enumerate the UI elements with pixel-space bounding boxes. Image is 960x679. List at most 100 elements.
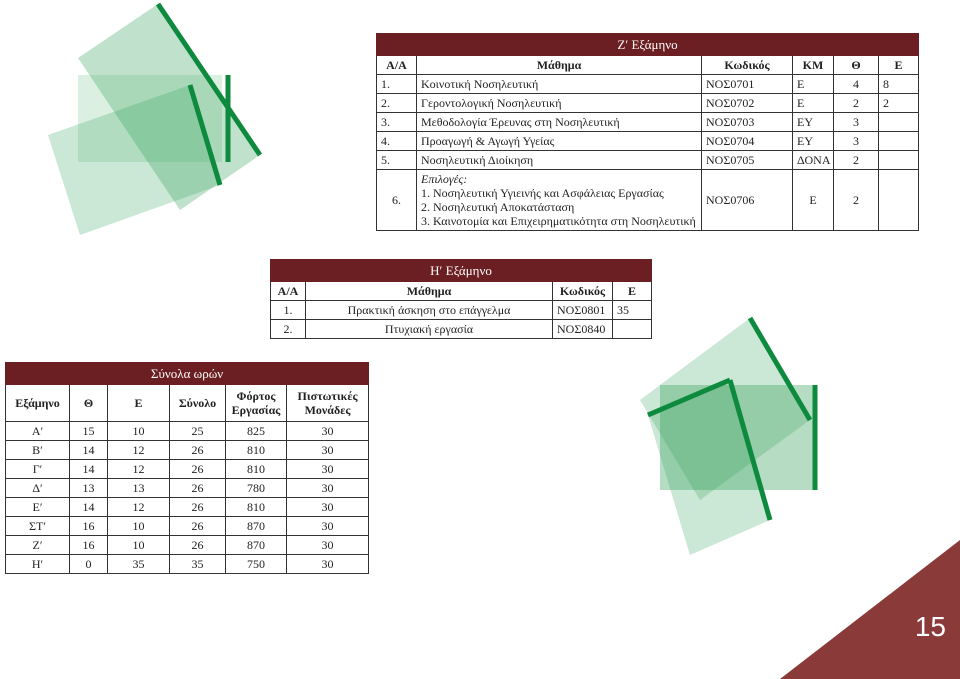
cell: Πτυχιακή εργασία: [305, 319, 553, 339]
cell: 750: [225, 554, 287, 574]
cell: 15: [69, 421, 108, 441]
cell: Ε: [792, 93, 834, 113]
header-cell: Μάθημα: [305, 281, 553, 301]
title-row: Ζ′ Εξάμηνο: [375, 33, 920, 56]
cell: Δ′: [5, 478, 70, 498]
cell: 0: [69, 554, 108, 574]
header-cell: Εξάμηνο: [5, 384, 70, 422]
cell: 10: [107, 516, 170, 536]
cell: 14: [69, 497, 108, 517]
cell: 16: [69, 535, 108, 555]
cell: 1.: [270, 300, 306, 320]
cell: Νοσηλευτική Διοίκηση: [416, 150, 702, 170]
cell: ΝΟΣ0840: [552, 319, 613, 339]
cell: [877, 112, 920, 132]
header-cell: Θ: [69, 384, 108, 422]
cell: Γεροντολογική Νοσηλευτική: [416, 93, 702, 113]
cell: 12: [107, 459, 170, 479]
cell: 870: [225, 516, 287, 536]
row: Α′ 15 10 25 825 30: [5, 421, 370, 441]
cell: 30: [285, 516, 370, 536]
option: 2. Νοσηλευτική Αποκατάσταση: [421, 200, 575, 214]
row: 1. Κοινοτική Νοσηλευτική ΝΟΣ0701 Ε 4 8: [376, 74, 920, 94]
cell: 5.: [376, 150, 417, 170]
cell: Η′: [5, 554, 70, 574]
cell: [611, 319, 653, 339]
cell: 10: [107, 421, 170, 441]
header-cell: Πιστωτικές Μονάδες: [285, 384, 370, 422]
cell: 30: [285, 554, 370, 574]
cell: 26: [169, 478, 226, 498]
cell: 26: [169, 440, 226, 460]
row: 1. Πρακτική άσκηση στο επάγγελμα ΝΟΣ0801 35: [270, 300, 653, 320]
cell: 26: [169, 535, 226, 555]
cell: 2.: [270, 319, 306, 339]
cell: 35: [611, 300, 653, 320]
cell: 810: [225, 440, 287, 460]
cell: 30: [285, 459, 370, 479]
table-title: Ζ′ Εξάμηνο: [375, 33, 920, 56]
row: 5. Νοσηλευτική Διοίκηση ΝΟΣ0705 ΔΟΝΑ 2: [376, 150, 920, 170]
row: Ε′ 14 12 26 810 30: [5, 497, 370, 517]
cell: [877, 131, 920, 151]
cell: [877, 150, 920, 170]
cell: 14: [69, 440, 108, 460]
option: 1. Νοσηλευτική Υγιεινής και Ασφάλειας Ερ…: [421, 186, 664, 200]
cell: Β′: [5, 440, 70, 460]
cell: ΝΟΣ0701: [701, 74, 793, 94]
cell: 10: [107, 535, 170, 555]
table3: Σύνολα ωρών Εξάμηνο Θ Ε Σύνολο Φόρτος Εργασία…: [4, 362, 370, 574]
title-row: Σύνολα ωρών: [4, 362, 370, 385]
cell: ΝΟΣ0705: [701, 150, 793, 170]
cell: 825: [225, 421, 287, 441]
cell: 810: [225, 497, 287, 517]
cell: 14: [69, 459, 108, 479]
cell: 4.: [376, 131, 417, 151]
cell: 16: [69, 516, 108, 536]
cell: ΝΟΣ0704: [701, 131, 793, 151]
cell: 13: [69, 478, 108, 498]
row: Γ′ 14 12 26 810 30: [5, 459, 370, 479]
header-cell: Φόρτος Εργασίας: [225, 384, 287, 422]
cell: ΝΟΣ0801: [552, 300, 613, 320]
cell: 2.: [376, 93, 417, 113]
cell: ΔΟΝΑ: [792, 150, 834, 170]
cell: ΝΟΣ0702: [701, 93, 793, 113]
cell: Πρακτική άσκηση στο επάγγελμα: [305, 300, 553, 320]
header-row: Α/Α Μάθημα Κωδικός ΚΜ Θ Ε: [376, 55, 920, 75]
cell: ΝΟΣ0706: [701, 169, 793, 231]
table1: Ζ′ Εξάμηνο Α/Α Μάθημα Κωδικός ΚΜ Θ Ε 1. Κοινοτικ…: [375, 33, 920, 231]
row: ΣΤ′ 16 10 26 870 30: [5, 516, 370, 536]
header-cell: Ε: [611, 281, 653, 301]
cell: 3: [833, 131, 879, 151]
cell: ΕΥ: [792, 131, 834, 151]
row: 2. Πτυχιακή εργασία ΝΟΣ0840: [270, 319, 653, 339]
cell: 2: [833, 150, 879, 170]
cell: 26: [169, 459, 226, 479]
cell: 2: [833, 93, 879, 113]
option: 3. Καινοτομία και Επιχειρηματικότητα στη…: [421, 214, 696, 228]
cell: 26: [169, 516, 226, 536]
cell: Ζ′: [5, 535, 70, 555]
cell: 25: [169, 421, 226, 441]
cell: [877, 169, 920, 231]
table-title: Η′ Εξάμηνο: [269, 259, 653, 282]
cell: Ε′: [5, 497, 70, 517]
cell: 1.: [376, 74, 417, 94]
cell: Μεθοδολογία Έρευνας στη Νοσηλευτική: [416, 112, 702, 132]
cell: 12: [107, 497, 170, 517]
cell: Γ′: [5, 459, 70, 479]
table-title: Σύνολα ωρών: [4, 362, 370, 385]
header-cell: Σύνολο: [169, 384, 226, 422]
options-cell: Επιλογές: 1. Νοσηλευτική Υγιεινής και Ασφ…: [416, 169, 702, 231]
header-cell: Κωδικός: [552, 281, 613, 301]
row: 2. Γεροντολογική Νοσηλευτική ΝΟΣ0702 Ε 2 2: [376, 93, 920, 113]
cell: ΣΤ′: [5, 516, 70, 536]
cell: 30: [285, 535, 370, 555]
cell: 13: [107, 478, 170, 498]
cell: 30: [285, 421, 370, 441]
row: Η′ 0 35 35 750 30: [5, 554, 370, 574]
cell: 870: [225, 535, 287, 555]
cell: 4: [833, 74, 879, 94]
